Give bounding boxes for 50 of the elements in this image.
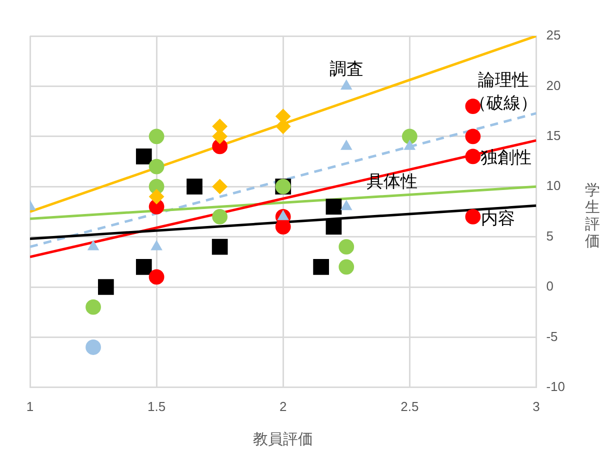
point — [136, 258, 152, 275]
point — [98, 279, 114, 295]
point — [136, 148, 152, 164]
point — [402, 128, 418, 144]
annotation: 独創性 — [480, 148, 532, 168]
annotation: 調査 — [329, 60, 364, 80]
y-tick-label: 20 — [546, 78, 561, 93]
point — [86, 299, 101, 315]
y-tick-label: 15 — [546, 128, 561, 143]
y-tick-label: -5 — [546, 328, 558, 344]
point — [148, 158, 164, 174]
point — [212, 209, 228, 224]
point — [186, 178, 202, 195]
y-tick-label: 0 — [546, 278, 554, 294]
point — [465, 98, 481, 114]
point — [88, 240, 99, 250]
point — [465, 148, 481, 164]
point — [340, 80, 352, 90]
point — [148, 269, 164, 285]
point — [149, 189, 164, 204]
point — [404, 140, 416, 150]
x-tick-label: 3 — [532, 398, 540, 414]
point — [151, 240, 162, 250]
point — [313, 258, 329, 275]
point — [212, 179, 228, 194]
y-tick-label: 10 — [546, 178, 561, 194]
point — [340, 200, 352, 210]
y-tick-label: -10 — [546, 378, 566, 394]
y-tick-label: 25 — [546, 28, 561, 43]
y-axis-title: 学生評価 — [585, 181, 601, 250]
point — [326, 198, 342, 215]
point — [340, 140, 352, 150]
point — [148, 128, 164, 144]
point — [86, 340, 101, 355]
annotation: 論理性 — [478, 70, 529, 91]
annotation: （破線） — [469, 94, 538, 114]
x-tick-label: 1.5 — [148, 398, 166, 414]
y-tick-label: 5 — [546, 228, 554, 244]
x-axis-title: 教員評価 — [253, 431, 314, 448]
annotation: 内容 — [481, 209, 516, 230]
point — [465, 209, 481, 224]
point — [338, 259, 354, 275]
annotation: 具体性 — [366, 172, 418, 192]
x-tick-label: 1 — [26, 398, 34, 414]
point — [326, 218, 342, 235]
x-tick-label: 2.5 — [400, 398, 419, 414]
point — [338, 239, 354, 255]
point — [465, 128, 481, 144]
x-tick-label: 2 — [279, 398, 287, 414]
point — [212, 238, 228, 255]
